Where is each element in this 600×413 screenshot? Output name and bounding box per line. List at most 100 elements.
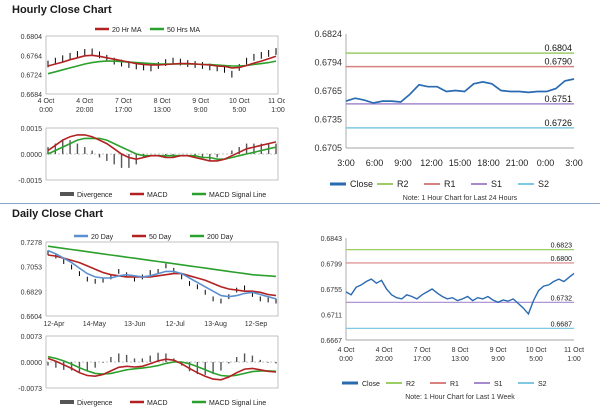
y-tick-label: -0.0073 — [18, 386, 42, 393]
x-tick-label: 4 Oct 0:00 — [338, 347, 355, 363]
x-tick-label: 3:00 — [337, 158, 355, 168]
y-tick-label: 0.7278 — [21, 240, 43, 247]
x-tick-label: 7 Oct 17:00 — [115, 98, 133, 114]
y-tick-label: 0.6824 — [314, 29, 342, 39]
y-tick-label: 0.6804 — [21, 34, 43, 41]
y-tick-label: 0.6684 — [21, 92, 43, 99]
x-tick-label: 15:00 — [449, 158, 472, 168]
legend-label: R1 — [444, 179, 456, 189]
legend-label: 200 Day — [207, 234, 234, 241]
y-tick-label: 0.6829 — [21, 289, 43, 296]
day20-line — [47, 249, 277, 300]
plot-frame — [45, 241, 279, 317]
legend-label: 20 Day — [91, 234, 114, 241]
x-tick-label: 13-Jun — [124, 321, 146, 328]
level-label: 0.6823 — [551, 243, 573, 250]
signal-line — [47, 355, 277, 378]
level-label: 0.6800 — [551, 256, 573, 263]
y-tick-label: 0.0015 — [21, 126, 43, 133]
hourly-macd-chart: 0.0015 0.0000 -0.0015 Divergence MACD MACD Si… — [18, 126, 279, 199]
level-label: 0.6751 — [544, 94, 572, 104]
x-tick-label: 9 Oct 9:00 — [192, 98, 209, 114]
y-tick-label: 0.0000 — [21, 152, 43, 159]
x-tick-label: 9 Oct 9:00 — [490, 347, 507, 363]
x-tick-label: 9:00 — [394, 158, 412, 168]
hourly-section-title: Hourly Close Chart — [12, 4, 112, 16]
legend-label: MACD Signal Line — [209, 400, 266, 407]
x-tick-label: 14-May — [83, 321, 107, 328]
signal-line — [47, 137, 277, 160]
x-tick-label: 6:00 — [366, 158, 384, 168]
y-tick-label: 0.6711 — [321, 313, 342, 320]
x-tick-label: 7 Oct 17:00 — [413, 347, 431, 363]
y-tick-label: 0.6799 — [321, 262, 343, 269]
macd-line — [47, 357, 277, 381]
x-tick-label: 18:00 — [477, 158, 500, 168]
chart-note: Note: 1 Hour Chart for Last 24 Hours — [403, 195, 518, 202]
legend-label: 50 Hrs MA — [167, 27, 200, 34]
legend-label: Divergence — [77, 192, 113, 199]
y-tick-label: -0.0015 — [18, 178, 42, 185]
level-label: 0.6726 — [544, 118, 572, 128]
legend-label: MACD — [147, 192, 168, 199]
level-label: 0.6804 — [544, 43, 572, 53]
x-tick-label: 12-Jul — [166, 321, 186, 328]
legend-label: S2 — [538, 179, 549, 189]
x-tick-label: 8 Oct 13:00 — [153, 98, 171, 114]
level-label: 0.6790 — [544, 57, 572, 67]
y-tick-label: 0.0000 — [21, 360, 43, 367]
close-line — [345, 272, 575, 316]
legend-label: R1 — [450, 381, 459, 388]
y-tick-label: 0.6764 — [21, 53, 43, 60]
legend-label: MACD Signal Line — [209, 192, 266, 199]
legend-label: Close — [362, 381, 380, 388]
x-tick-label: 4 Oct 20:00 — [375, 347, 393, 363]
legend-label: 50 Day — [149, 234, 172, 241]
legend-label: R2 — [397, 179, 409, 189]
x-tick-label: 10 Oct 5:00 — [229, 98, 250, 114]
x-tick-label: 13-Aug — [204, 321, 227, 328]
hourly-price-chart: 0.6804 0.6764 0.6724 0.6684 20 Hr MA 50 Hrs M… — [21, 27, 285, 114]
daily-price-chart: 0.7278 0.7053 0.6829 0.6604 20 Day 50 Day 200 … — [21, 234, 279, 328]
legend-label: S1 — [491, 179, 502, 189]
daily-section-title: Daily Close Chart — [12, 208, 104, 220]
day200-line — [47, 245, 277, 278]
y-tick-label: 0.6735 — [314, 115, 342, 125]
x-tick-label: 12-Apr — [43, 321, 65, 328]
legend-label: R2 — [406, 381, 415, 388]
section-divider — [0, 203, 600, 204]
legend-label: S2 — [538, 381, 547, 388]
ma20-line — [47, 54, 277, 69]
macd-line — [47, 134, 277, 162]
y-tick-label: 0.6705 — [314, 143, 342, 153]
y-tick-label: 0.6843 — [321, 236, 343, 243]
y-tick-label: 0.0073 — [21, 334, 43, 341]
legend-label: MACD — [147, 400, 168, 407]
daily-macd-chart: 0.0073 0.0000 -0.0073 Divergence MACD MACD Si… — [18, 334, 279, 407]
y-tick-label: 0.6604 — [21, 314, 43, 321]
x-tick-label: 4 Oct 0:00 — [38, 98, 55, 114]
x-tick-label: 12-Sep — [245, 321, 268, 328]
x-tick-label: 3:00 — [565, 158, 583, 168]
daily-levels-chart: 0.6843 0.6799 0.6755 0.6711 0.6667 0.6823 0.68… — [321, 236, 585, 401]
level-label: 0.6687 — [551, 321, 573, 328]
hourly-levels-chart: 0.6824 0.6794 0.6765 0.6735 0.6705 0.6804 0.67… — [314, 29, 583, 202]
x-tick-label: 8 Oct 13:00 — [451, 347, 469, 363]
chart-note: Note: 1 Hour Chart for Last 1 Week — [405, 394, 515, 401]
y-tick-label: 0.6667 — [321, 338, 343, 345]
legend-label: Divergence — [77, 400, 113, 407]
level-label: 0.6732 — [551, 295, 573, 302]
legend-label: Close — [350, 179, 373, 189]
y-tick-label: 0.6755 — [321, 287, 343, 294]
x-tick-label: 10 Oct 5:00 — [526, 347, 547, 363]
y-tick-label: 0.6794 — [314, 58, 342, 68]
x-tick-label: 4 Oct 20:00 — [76, 98, 94, 114]
legend-label: 20 Hr MA — [112, 27, 142, 34]
x-tick-label: 0:00 — [537, 158, 555, 168]
y-tick-label: 0.6724 — [21, 73, 43, 80]
y-tick-label: 0.7053 — [21, 265, 43, 272]
x-tick-label: 21:00 — [506, 158, 529, 168]
y-tick-label: 0.6765 — [314, 86, 342, 96]
